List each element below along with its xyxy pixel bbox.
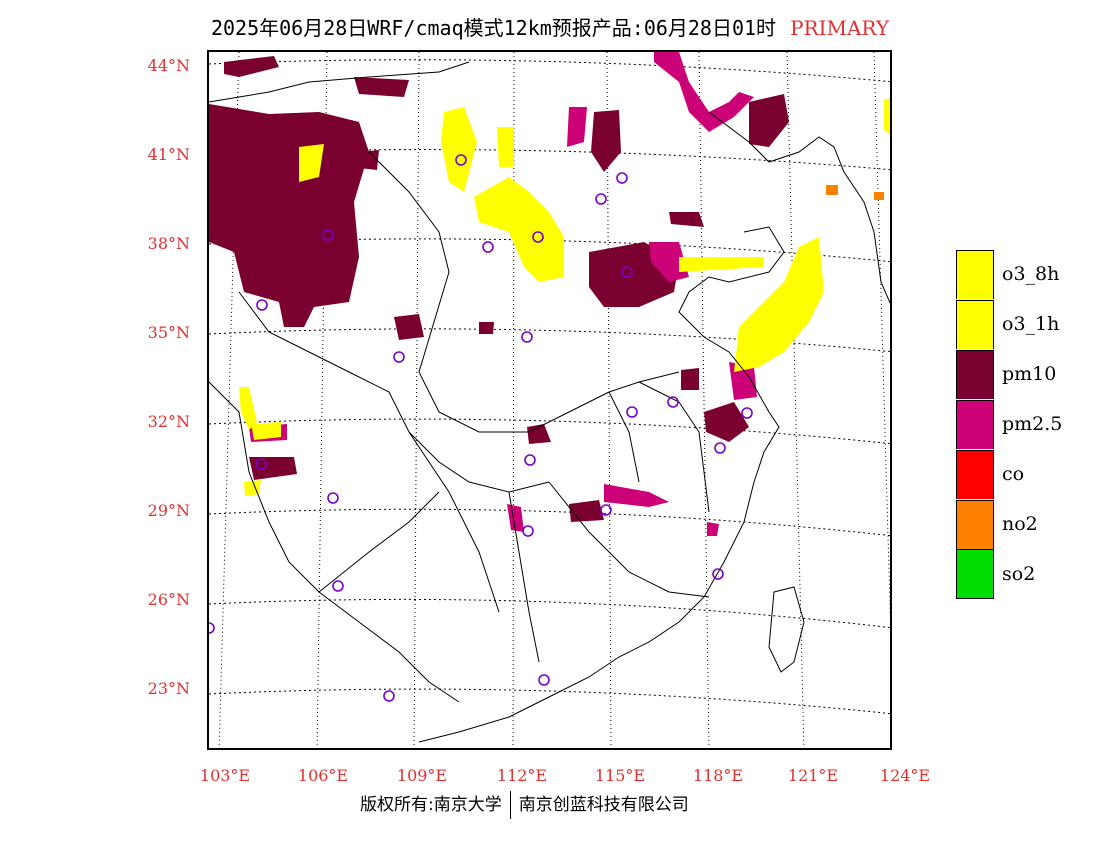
legend-item-pm10: pm10 xyxy=(956,349,1062,399)
lat-label-23: 23°N xyxy=(147,679,190,698)
title-text: 2025年06月28日WRF/cmaq模式12km预报产品:06月28日01时 xyxy=(210,16,777,40)
copyright-left: 版权所有:南京大学 xyxy=(360,795,502,815)
lon-label-121: 121°E xyxy=(787,766,839,785)
title-tag: PRIMARY xyxy=(790,16,890,40)
legend-swatch-no2 xyxy=(956,499,994,549)
legend-swatch-pm25 xyxy=(956,399,994,449)
o3-regions xyxy=(239,98,890,496)
legend-label-pm10: pm10 xyxy=(1002,363,1057,385)
legend-swatch-pm10 xyxy=(956,349,994,399)
legend-label-co: co xyxy=(1002,463,1025,485)
lon-label-115: 115°E xyxy=(594,766,646,785)
legend-swatch-co xyxy=(956,449,994,499)
station-markers xyxy=(209,154,753,702)
lon-label-106: 106°E xyxy=(297,766,349,785)
legend-swatch-o3-1h xyxy=(956,299,994,349)
legend-label-pm25: pm2.5 xyxy=(1002,413,1063,435)
lat-label-35: 35°N xyxy=(147,323,190,342)
footer-separator xyxy=(509,791,511,819)
legend-item-pm25: pm2.5 xyxy=(956,399,1062,449)
lon-label-118: 118°E xyxy=(692,766,744,785)
legend-label-o3-1h: o3_1h xyxy=(1002,313,1060,335)
map-canvas xyxy=(209,52,890,748)
lat-label-41: 41°N xyxy=(147,145,190,164)
pm10-regions xyxy=(209,56,789,522)
legend-item-o3-8h: o3_8h xyxy=(956,249,1062,299)
lat-label-44: 44°N xyxy=(147,56,190,75)
lon-label-112: 112°E xyxy=(496,766,548,785)
lon-label-103: 103°E xyxy=(199,766,251,785)
legend-swatch-o3-8h xyxy=(956,249,994,299)
lon-label-124: 124°E xyxy=(879,766,931,785)
lon-label-109: 109°E xyxy=(396,766,448,785)
legend-swatch-so2 xyxy=(956,549,994,599)
lat-label-26: 26°N xyxy=(147,590,190,609)
legend-item-co: co xyxy=(956,449,1062,499)
boundaries xyxy=(209,61,890,743)
map-panel xyxy=(207,50,892,750)
legend-label-so2: so2 xyxy=(1002,563,1036,585)
legend: o3_8h o3_1h pm10 pm2.5 co no2 so2 xyxy=(956,249,1062,599)
legend-item-o3-1h: o3_1h xyxy=(956,299,1062,349)
copyright-footer: 版权所有:南京大学 南京创蓝科技有限公司 xyxy=(360,790,689,819)
legend-item-no2: no2 xyxy=(956,499,1062,549)
no2-spots xyxy=(826,185,884,200)
lat-label-32: 32°N xyxy=(147,412,190,431)
lat-label-29: 29°N xyxy=(147,501,190,520)
legend-label-o3-8h: o3_8h xyxy=(1002,263,1060,285)
lat-label-38: 38°N xyxy=(147,234,190,253)
copyright-right: 南京创蓝科技有限公司 xyxy=(518,795,689,815)
map-title: 2025年06月28日WRF/cmaq模式12km预报产品:06月28日01时 P… xyxy=(0,12,1100,41)
legend-item-so2: so2 xyxy=(956,549,1062,599)
legend-label-no2: no2 xyxy=(1002,513,1038,535)
